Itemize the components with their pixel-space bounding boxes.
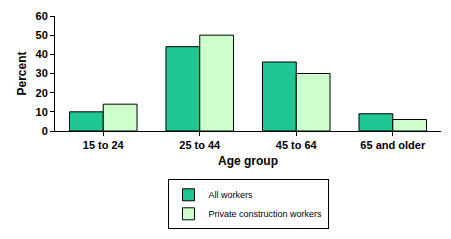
- svg-text:30: 30: [36, 67, 48, 79]
- svg-text:40: 40: [36, 48, 48, 60]
- svg-text:0: 0: [42, 125, 48, 137]
- svg-text:Private construction workers: Private construction workers: [209, 209, 323, 219]
- svg-text:50: 50: [36, 29, 48, 41]
- svg-text:60: 60: [36, 10, 48, 22]
- svg-text:45 to 64: 45 to 64: [276, 139, 318, 151]
- svg-text:Age group: Age group: [218, 154, 278, 168]
- svg-text:65 and older: 65 and older: [360, 139, 426, 151]
- svg-text:25 to 44: 25 to 44: [179, 139, 221, 151]
- svg-text:10: 10: [36, 106, 48, 118]
- svg-text:All workers: All workers: [209, 190, 254, 200]
- svg-text:20: 20: [36, 87, 48, 99]
- svg-text:15 to 24: 15 to 24: [83, 139, 125, 151]
- svg-text:Percent: Percent: [15, 51, 29, 95]
